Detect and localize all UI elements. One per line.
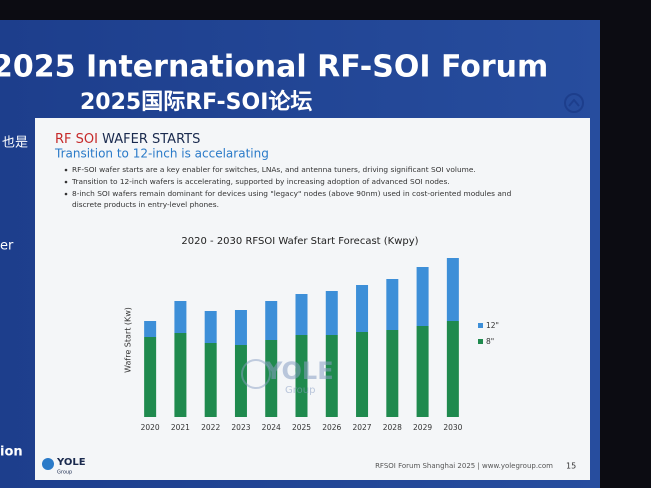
bar-segment xyxy=(446,258,459,321)
bar-segment xyxy=(174,301,187,333)
y-axis-label: Wafre Start (Kw) xyxy=(124,307,133,373)
bullet-dot xyxy=(64,168,68,172)
x-tick-label: 2028 xyxy=(383,423,402,432)
footer: RFSOI Forum Shanghai 2025 | www.yolegrou… xyxy=(375,462,553,470)
bar-segment xyxy=(325,335,338,417)
bar-segment xyxy=(356,285,369,332)
bar-segment xyxy=(265,301,278,340)
legend-label: 12" xyxy=(486,321,499,330)
watermark-sub: Group xyxy=(285,385,315,396)
legend-swatch xyxy=(478,323,483,328)
bar-segment xyxy=(416,326,429,417)
page-number: 15 xyxy=(566,462,576,471)
bar-segment xyxy=(204,311,217,343)
bar-segment xyxy=(234,310,247,345)
x-tick-label: 2029 xyxy=(413,423,432,432)
bar-segment xyxy=(446,321,459,417)
bar-segment xyxy=(386,330,399,417)
bullet: Transition to 12-inch wafers is accelera… xyxy=(71,177,450,186)
x-tick-label: 2025 xyxy=(292,423,311,432)
logo: YOLE xyxy=(56,457,86,468)
side-text: ion xyxy=(0,445,23,460)
slide-title: RF SOI WAFER STARTS xyxy=(55,132,200,147)
banner-title: 2025 International RF-SOI Forum xyxy=(0,50,548,85)
bar-segment xyxy=(265,340,278,417)
title-main: WAFER STARTS xyxy=(102,132,200,147)
x-tick-label: 2024 xyxy=(262,423,281,432)
logo-icon xyxy=(42,458,54,470)
watermark-icon xyxy=(241,359,271,389)
x-tick-label: 2020 xyxy=(141,423,160,432)
bar-segment xyxy=(325,291,338,335)
watermark: YOLE xyxy=(264,357,334,385)
bar-segment xyxy=(234,345,247,417)
bullet: discrete products in entry-level phones. xyxy=(72,200,219,209)
bar-segment xyxy=(204,343,217,417)
bar-segment xyxy=(174,333,187,417)
slide-subtitle: Transition to 12-inch is accelarating xyxy=(54,147,269,161)
bar-segment xyxy=(386,279,399,330)
bar-segment xyxy=(144,337,157,417)
x-tick-label: 2026 xyxy=(322,423,341,432)
bar-segment xyxy=(295,294,308,335)
bullet-dot xyxy=(64,192,68,196)
x-tick-label: 2022 xyxy=(201,423,220,432)
x-tick-label: 2021 xyxy=(171,423,190,432)
bullet: RF-SOI wafer starts are a key enabler fo… xyxy=(72,165,476,174)
bullet-dot xyxy=(64,180,68,184)
nav-icon[interactable] xyxy=(564,93,584,113)
x-tick-label: 2023 xyxy=(231,423,250,432)
banner-subtitle: 2025国际RF-SOI论坛 xyxy=(80,89,312,115)
bar-segment xyxy=(295,335,308,417)
chart-title: 2020 - 2030 RFSOI Wafer Start Forecast (… xyxy=(181,236,418,247)
bullet: 8-inch SOI wafers remain dominant for de… xyxy=(72,189,512,198)
x-tick-label: 2027 xyxy=(352,423,371,432)
slide xyxy=(35,118,590,480)
title-accent: RF SOI xyxy=(55,132,98,147)
bar-segment xyxy=(416,267,429,326)
side-text: er xyxy=(0,239,14,254)
bar-segment xyxy=(356,332,369,417)
nav-arrow xyxy=(568,98,580,107)
bar-segment xyxy=(144,321,157,337)
logo-sub: Group xyxy=(57,470,72,476)
side-text: 也是 xyxy=(2,136,28,151)
legend-swatch xyxy=(478,339,483,344)
legend-label: 8" xyxy=(486,337,494,346)
x-tick-label: 2030 xyxy=(443,423,462,432)
